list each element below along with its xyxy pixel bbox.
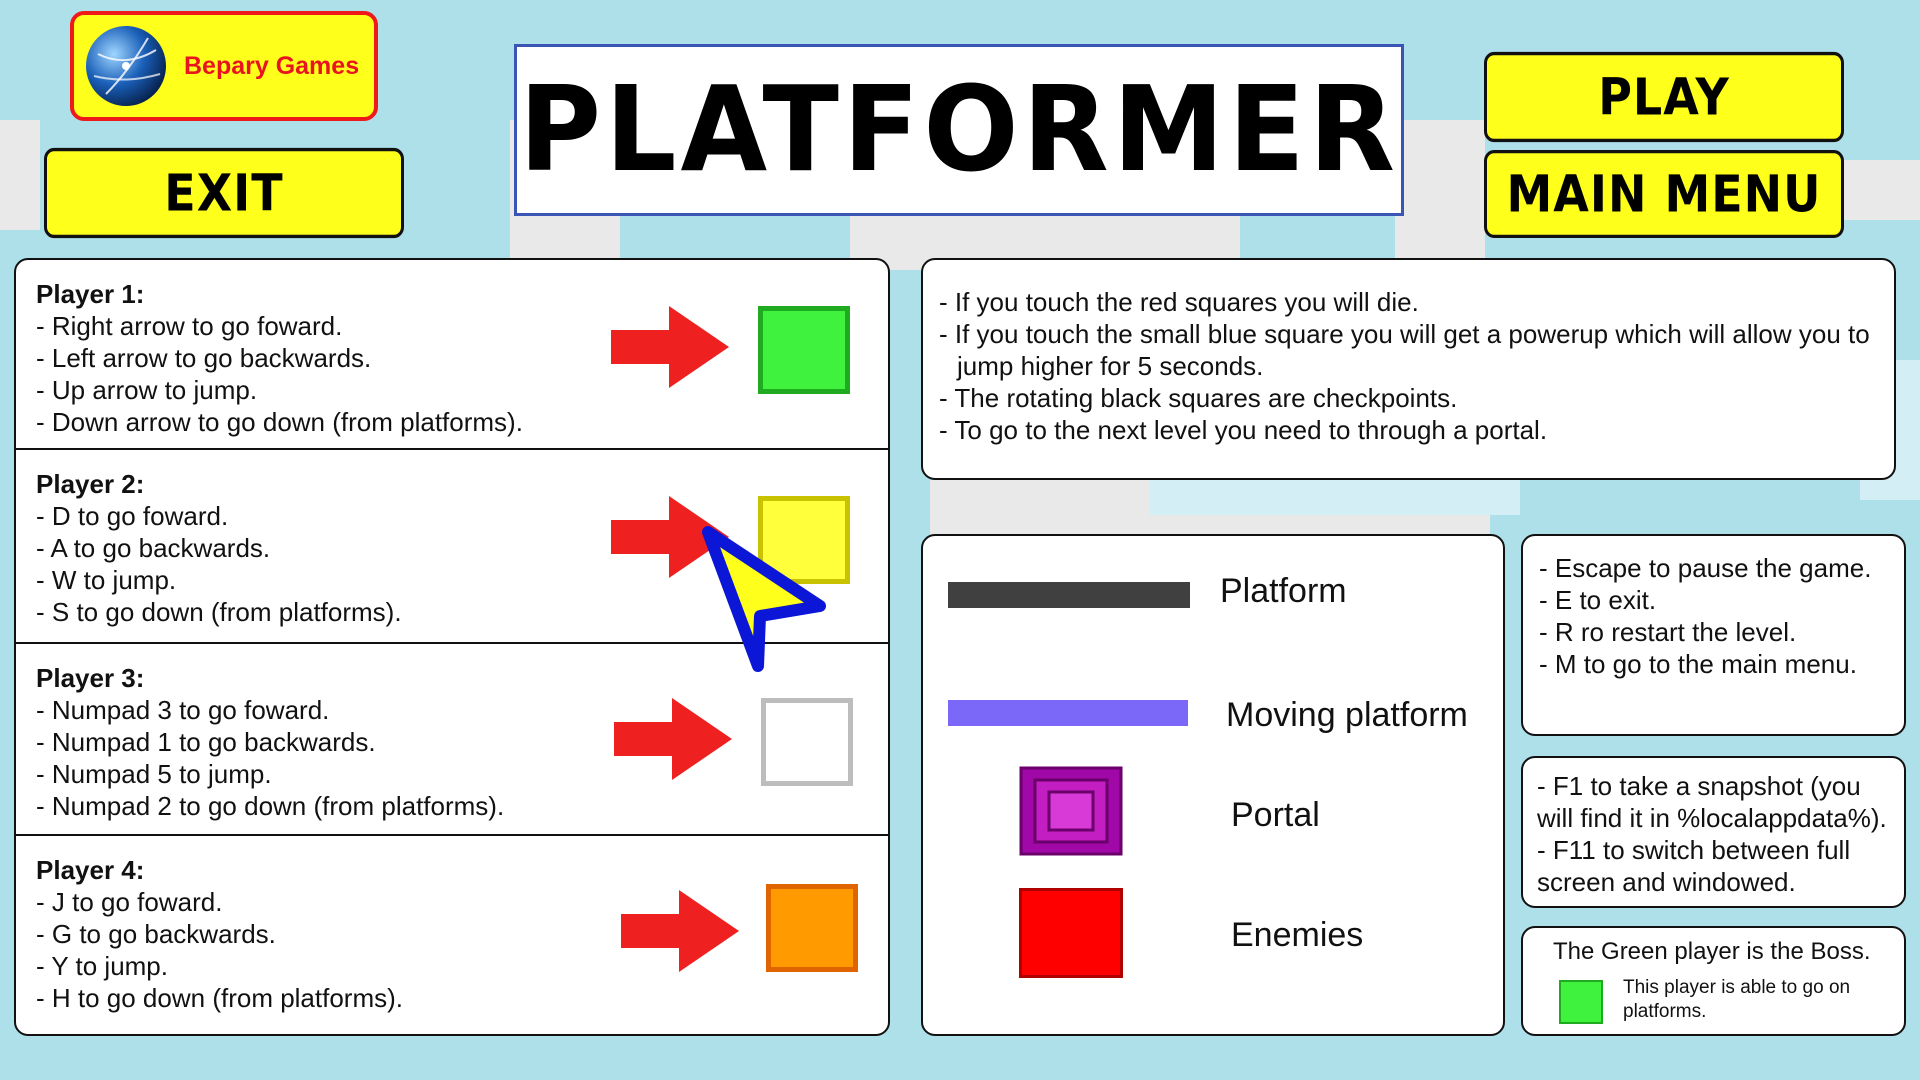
globe-icon [86, 26, 166, 106]
main-menu-button[interactable]: MAIN MENU [1484, 150, 1844, 238]
function-key-item: - F1 to take a snapshot (you will find i… [1537, 771, 1887, 833]
legend-panel: Platform Moving platform Portal Enemies [921, 534, 1505, 1036]
logo-label: Bepary Games [184, 51, 360, 80]
control-line: - Y to jump. [36, 951, 168, 981]
control-line: - Left arrow to go backwards. [36, 343, 372, 373]
function-key-item: - F11 to switch between full screen and … [1537, 835, 1851, 897]
players-panel: Player 1: - Right arrow to go foward. - Le… [14, 258, 890, 1036]
control-line: - Up arrow to jump. [36, 375, 258, 405]
portal-label: Portal [1231, 796, 1320, 834]
exit-button[interactable]: EXIT [44, 147, 404, 239]
mouse-cursor-icon [702, 526, 826, 672]
red-arrow-icon [621, 890, 739, 972]
rule-item: - The rotating black squares are checkpo… [939, 383, 1458, 413]
control-line: - Numpad 2 to go down (from platforms). [36, 791, 505, 821]
title-banner: PLATFORMER [514, 44, 1404, 216]
bg-block-light [0, 1040, 1920, 1080]
control-line: - Numpad 1 to go backwards. [36, 727, 376, 757]
rules-panel: - If you touch the red squares you will … [921, 258, 1896, 480]
control-line: - S to go down (from platforms). [36, 597, 402, 627]
control-line: - Numpad 3 to go foward. [36, 695, 330, 725]
moving-platform-label: Moving platform [1226, 696, 1468, 734]
control-line: - Right arrow to go foward. [36, 311, 343, 341]
player-heading: Player 3: [36, 663, 145, 693]
player-1-section: Player 1: - Right arrow to go foward. - Le… [16, 260, 888, 450]
controls-list: - Escape to pause the game. - E to exit. -… [1539, 552, 1871, 680]
player-3-section: Player 3: - Numpad 3 to go foward. - Numpa… [16, 644, 888, 836]
player-3-controls: Player 3: - Numpad 3 to go foward. - Numpa… [36, 662, 504, 822]
red-arrow-icon [614, 698, 732, 780]
boss-swatch [1559, 980, 1603, 1024]
red-arrow-icon [611, 496, 729, 578]
bepary-games-logo[interactable]: Bepary Games [70, 11, 378, 121]
control-line: - G to go backwards. [36, 919, 276, 949]
control-key-item: - E to exit. [1539, 585, 1657, 615]
function-keys-panel: - F1 to take a snapshot (you will find i… [1521, 756, 1906, 908]
player-2-controls: Player 2: - D to go foward. - A to go back… [36, 468, 402, 628]
control-line: - H to go down (from platforms). [36, 983, 403, 1013]
enemy-swatch [1019, 888, 1123, 978]
control-key-item: - M to go to the main menu. [1539, 649, 1857, 679]
player-4-section: Player 4: - J to go foward. - G to go back… [16, 836, 888, 1036]
player-heading: Player 1: [36, 279, 145, 309]
platform-swatch [948, 582, 1190, 608]
bg-block [1395, 120, 1485, 260]
player-1-square [758, 306, 850, 394]
enemies-label: Enemies [1231, 916, 1364, 954]
game-title: PLATFORMER [519, 61, 1399, 199]
player-heading: Player 2: [36, 469, 145, 499]
controls-panel: - Escape to pause the game. - E to exit. -… [1521, 534, 1906, 736]
control-line: - W to jump. [36, 565, 177, 595]
player-1-controls: Player 1: - Right arrow to go foward. - Le… [36, 278, 523, 438]
play-button[interactable]: PLAY [1484, 51, 1844, 143]
portal-icon [1019, 766, 1123, 856]
bg-block [1830, 160, 1920, 220]
player-3-square [761, 698, 853, 786]
control-line: - J to go foward. [36, 887, 223, 917]
boss-title: The Green player is the Boss. [1553, 938, 1871, 965]
player-4-square [766, 884, 858, 972]
bg-block [0, 120, 40, 230]
red-arrow-icon [611, 306, 729, 388]
moving-platform-swatch [948, 700, 1188, 726]
rules-list: - If you touch the red squares you will … [939, 286, 1894, 446]
boss-desc: This player is able to go on platforms. [1623, 977, 1851, 1022]
control-line: - D to go foward. [36, 501, 229, 531]
boss-panel: The Green player is the Boss. This playe… [1521, 926, 1906, 1036]
player-heading: Player 4: [36, 855, 145, 885]
platform-label: Platform [1220, 572, 1347, 610]
rule-item: - If you touch the small blue square you… [939, 319, 1870, 381]
control-line: - A to go backwards. [36, 533, 271, 563]
control-key-item: - Escape to pause the game. [1539, 553, 1872, 583]
function-keys-list: - F1 to take a snapshot (you will find i… [1537, 770, 1904, 898]
rule-item: - If you touch the red squares you will … [939, 287, 1419, 317]
control-line: - Down arrow to go down (from platforms)… [36, 407, 523, 437]
control-line: - Numpad 5 to jump. [36, 759, 272, 789]
player-4-controls: Player 4: - J to go foward. - G to go back… [36, 854, 403, 1014]
control-key-item: - R ro restart the level. [1539, 617, 1797, 647]
rule-item: - To go to the next level you need to th… [939, 415, 1548, 445]
